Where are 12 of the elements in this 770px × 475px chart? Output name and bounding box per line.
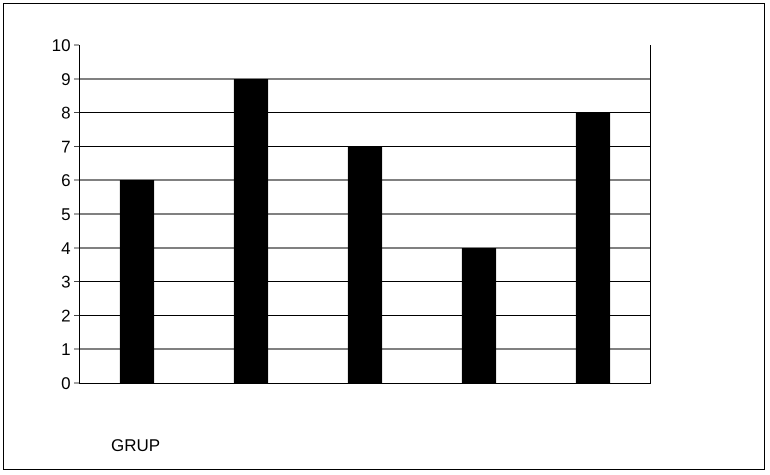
y-tick-label: 4 — [61, 238, 71, 258]
y-tick-label: 2 — [61, 306, 71, 326]
y-tick-label: 9 — [61, 70, 71, 89]
y-tick-label: 3 — [61, 272, 71, 292]
y-tick-label: 1 — [61, 340, 71, 360]
y-tick-label: 8 — [61, 104, 71, 123]
y-tick-label: 7 — [61, 137, 71, 156]
x-axis-title: GRUP — [111, 436, 160, 455]
y-tick-label: 10 — [52, 36, 71, 55]
y-tick-label: 0 — [61, 374, 71, 393]
y-tick-label: 5 — [61, 204, 71, 224]
y-tick-label: 6 — [61, 171, 71, 190]
